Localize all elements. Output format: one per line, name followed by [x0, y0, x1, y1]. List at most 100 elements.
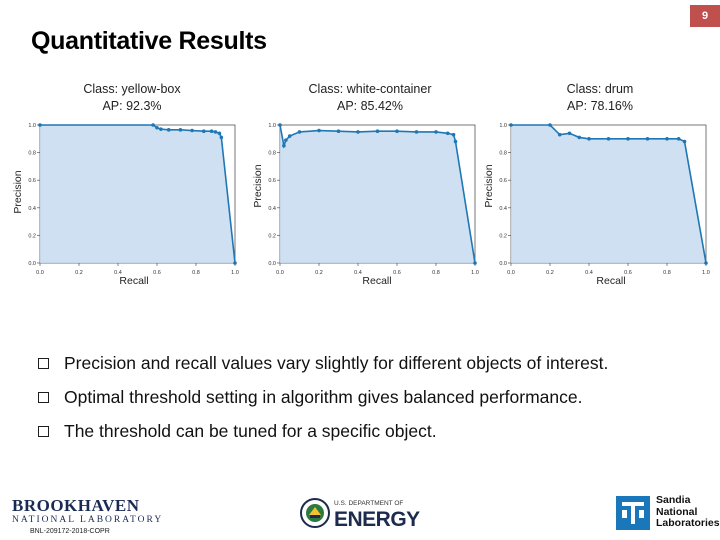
pr-area-fill	[40, 125, 235, 263]
chart-2-ylabel: Precision	[252, 164, 264, 208]
x-tick-label: 0.4	[114, 270, 122, 276]
pr-point	[202, 129, 206, 134]
brookhaven-subtitle: NATIONAL LABORATORY	[12, 515, 164, 525]
y-tick-label: 0.2	[499, 233, 507, 239]
pr-point	[317, 128, 321, 133]
y-tick-label: 0.8	[268, 151, 276, 157]
pr-point	[606, 137, 611, 141]
pr-point	[336, 129, 341, 134]
slide-title: Quantitative Results	[31, 27, 267, 55]
y-tick-label: 0.4	[499, 206, 507, 212]
chart-3-title-line1: Class: drum	[566, 82, 634, 96]
pr-point	[155, 125, 159, 130]
pr-point	[445, 131, 450, 136]
pr-point	[287, 134, 292, 138]
pr-point	[676, 137, 681, 141]
chart-3-xlabel: Recall	[596, 275, 626, 287]
x-tick-label: 1.0	[231, 270, 239, 276]
brookhaven-name: BROOKHAVEN	[12, 496, 140, 515]
pr-point	[645, 137, 650, 141]
x-tick-label: 0.6	[393, 270, 401, 276]
sandia-logo: Sandia National Laboratories	[616, 494, 720, 535]
doe-energy-word: ENERGY	[334, 508, 420, 531]
sandia-line: Sandia	[656, 494, 691, 506]
chart-2-title-line1: Class: white-container	[308, 82, 432, 96]
pr-point	[682, 139, 687, 144]
bullet-text: Precision and recall values vary slightl…	[64, 353, 609, 373]
chart-3-caption: Class: drum AP: 78.16%	[540, 81, 660, 115]
pr-point	[665, 137, 669, 141]
doe-logo: U.S. DEPARTMENT OF ENERGY	[300, 498, 420, 533]
checkbox-bullet-icon	[38, 358, 49, 369]
pr-point	[166, 128, 171, 132]
doe-department: U.S. DEPARTMENT OF	[334, 500, 404, 507]
x-tick-label: 0.8	[432, 270, 440, 276]
pr-point	[626, 137, 630, 141]
pr-point	[414, 130, 419, 134]
document-code: BNL-209172-2018-COPR	[30, 528, 110, 535]
bullet-item: The threshold can be tuned for a specifi…	[38, 418, 608, 452]
y-tick-label: 0.8	[499, 151, 507, 157]
pr-point	[451, 132, 456, 137]
pr-point	[217, 131, 222, 136]
x-tick-label: 0.0	[276, 270, 284, 276]
chart-1-plot: 0.0 0.2 0.4 0.6 0.8 1.0 0.0 0.2 0.4 0.6 0.8 1.0	[28, 123, 238, 276]
x-tick-label: 0.4	[354, 270, 362, 276]
y-tick-label: 1.0	[28, 123, 36, 129]
x-tick-label: 1.0	[702, 270, 710, 276]
y-tick-label: 0.2	[28, 233, 36, 239]
bullet-item: Precision and recall values vary slightl…	[38, 350, 608, 384]
pr-point	[567, 131, 572, 136]
brookhaven-logo: BROOKHAVEN NATIONAL LABORATORY	[12, 496, 163, 525]
pr-point	[178, 128, 183, 132]
y-tick-label: 0.2	[268, 233, 276, 239]
y-tick-label: 0.8	[28, 151, 36, 157]
pr-point	[297, 130, 302, 134]
pr-point	[219, 135, 224, 140]
x-tick-label: 0.8	[192, 270, 200, 276]
bullet-text: The threshold can be tuned for a specifi…	[64, 421, 437, 441]
x-tick-label: 0.6	[624, 270, 632, 276]
y-tick-label: 0.0	[268, 261, 276, 267]
bullet-list: Precision and recall values vary slightl…	[38, 350, 608, 452]
pr-curve-line	[279, 124, 476, 264]
bullet-text: Optimal threshold setting in algorithm g…	[64, 387, 583, 407]
pr-point	[151, 123, 155, 127]
chart-1-title-line1: Class: yellow-box	[83, 82, 181, 96]
pr-point	[434, 130, 438, 134]
pr-point	[453, 139, 458, 144]
pr-point	[557, 132, 562, 137]
pr-point	[159, 127, 163, 131]
y-tick-label: 1.0	[499, 123, 507, 129]
bullet-item: Optimal threshold setting in algorithm g…	[38, 384, 608, 418]
pr-point	[577, 135, 582, 140]
x-tick-label: 0.2	[75, 270, 83, 276]
chart-3-ylabel: Precision	[483, 164, 495, 208]
pr-point	[284, 138, 288, 142]
pr-point	[282, 143, 286, 148]
x-tick-label: 0.0	[36, 270, 44, 276]
pr-point	[395, 129, 399, 134]
chart-1-xlabel: Recall	[119, 275, 149, 287]
y-tick-label: 1.0	[268, 123, 276, 129]
y-tick-label: 0.0	[499, 261, 507, 267]
pr-point	[190, 128, 194, 133]
x-tick-label: 0.4	[585, 270, 593, 276]
x-tick-label: 0.6	[153, 270, 161, 276]
y-tick-label: 0.6	[268, 178, 276, 184]
sandia-line: Laboratories	[656, 517, 720, 529]
chart-2-title-line2: AP: 85.42%	[336, 99, 403, 113]
pr-point	[375, 129, 380, 134]
pr-area-fill	[280, 125, 475, 263]
y-tick-label: 0.6	[28, 178, 36, 184]
sandia-line: National	[656, 505, 698, 518]
pr-point	[587, 137, 591, 141]
pr-point	[356, 130, 360, 134]
x-tick-label: 1.0	[471, 270, 479, 276]
page-number-badge: 9	[690, 5, 720, 27]
chart-2-plot: 0.0 0.2 0.4 0.6 0.8 1.0 0.0 0.2 0.4 0.6 0.8 1.0	[268, 123, 478, 276]
chart-1-caption: Class: yellow-box AP: 92.3%	[62, 81, 202, 115]
chart-3-title-line2: AP: 78.16%	[566, 99, 633, 113]
footer: BROOKHAVEN NATIONAL LABORATORY BNL-20917…	[0, 490, 720, 540]
y-tick-label: 0.4	[28, 206, 36, 212]
